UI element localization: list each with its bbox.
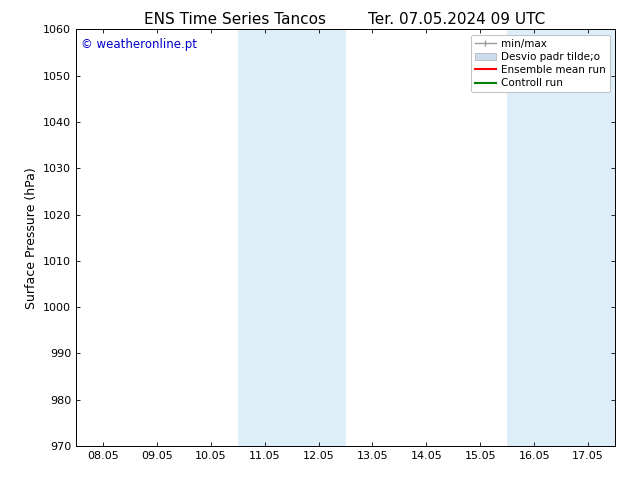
Text: © weatheronline.pt: © weatheronline.pt bbox=[81, 38, 197, 51]
Text: Ter. 07.05.2024 09 UTC: Ter. 07.05.2024 09 UTC bbox=[368, 12, 545, 27]
Y-axis label: Surface Pressure (hPa): Surface Pressure (hPa) bbox=[25, 167, 37, 309]
Legend: min/max, Desvio padr tilde;o, Ensemble mean run, Controll run: min/max, Desvio padr tilde;o, Ensemble m… bbox=[470, 35, 610, 92]
Bar bbox=[507, 29, 615, 446]
Text: ENS Time Series Tancos: ENS Time Series Tancos bbox=[143, 12, 326, 27]
Bar bbox=[238, 29, 346, 446]
